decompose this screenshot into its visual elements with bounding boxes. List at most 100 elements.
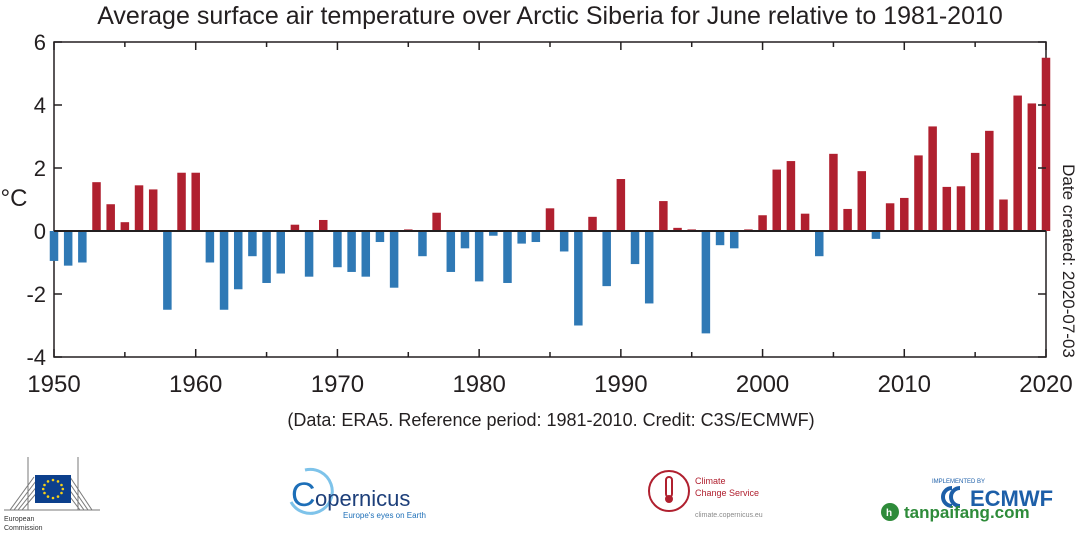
bar-2006 xyxy=(843,208,852,231)
bar-1978 xyxy=(446,231,456,272)
y-tick-label: 2 xyxy=(34,156,46,181)
bar-1974 xyxy=(389,231,399,288)
bar-2018 xyxy=(1013,95,1022,231)
c3s-circle-icon xyxy=(648,470,690,512)
bar-1990 xyxy=(616,179,626,231)
watermark-logo-icon xyxy=(881,503,899,521)
plot-area: -4 -2 0 2 4 6 1950 1960 1970 1980 1990 2000 2010 2020 xyxy=(26,30,1072,398)
x-tick-label: 1990 xyxy=(594,371,647,398)
x-tick-label: 2010 xyxy=(878,371,931,398)
bar-1972 xyxy=(361,231,371,277)
y-tick-label: -4 xyxy=(26,345,46,370)
bar-1952 xyxy=(78,231,87,263)
bar-1966 xyxy=(276,231,285,274)
bar-2000 xyxy=(758,215,767,231)
x-tick-label: 1980 xyxy=(452,371,505,398)
bar-1960 xyxy=(191,172,200,231)
bar-1953 xyxy=(92,182,101,231)
bar-2010 xyxy=(900,197,909,231)
copernicus-logo: C opernicus Europe's eyes on Earth xyxy=(285,462,435,522)
bar-2019 xyxy=(1027,103,1037,231)
ec-building-icon: European Commission xyxy=(4,457,100,532)
c3s-line-1: Climate xyxy=(695,476,726,486)
bar-1973 xyxy=(375,231,385,243)
watermark-text: tanpaifang.com xyxy=(904,503,1030,522)
y-tick-label: 0 xyxy=(34,219,46,244)
bar-1980 xyxy=(474,231,484,282)
bar-1983 xyxy=(517,231,526,244)
data-credit-caption: (Data: ERA5. Reference period: 1981-2010… xyxy=(287,410,814,430)
bar-1950 xyxy=(49,231,59,261)
date-created-note: Date created: 2020-07-03 xyxy=(1059,164,1078,358)
ec-label-line-2: Commission xyxy=(4,525,43,532)
bar-1997 xyxy=(715,231,725,246)
bar-2002 xyxy=(786,161,796,231)
bar-1994 xyxy=(673,227,682,231)
bar-1958 xyxy=(163,231,172,310)
bar-2012 xyxy=(928,126,937,231)
bar-1971 xyxy=(347,231,356,272)
bar-1981 xyxy=(489,231,498,236)
x-tick-label: 1970 xyxy=(311,371,364,398)
bar-1985 xyxy=(545,208,555,231)
bar-1989 xyxy=(602,231,611,287)
bar-2009 xyxy=(885,203,895,231)
bar-1992 xyxy=(644,231,654,304)
c3s-logo: Climate Change Service climate.copernicu… xyxy=(645,465,785,525)
ecmwf-emblem-icon xyxy=(941,486,961,508)
bar-1993 xyxy=(659,201,668,231)
y-tick-label: -2 xyxy=(26,282,46,307)
c3s-url: climate.copernicus.eu xyxy=(695,512,763,519)
y-tick-label: 4 xyxy=(34,93,46,118)
european-commission-logo: European Commission xyxy=(0,455,120,532)
bar-1976 xyxy=(418,231,427,257)
bar-1984 xyxy=(531,231,541,243)
bar-1977 xyxy=(432,212,441,231)
bar-2003 xyxy=(800,213,810,231)
x-tick-label: 2000 xyxy=(736,371,789,398)
bar-1979 xyxy=(460,231,470,249)
x-tick-label: 1950 xyxy=(27,371,80,398)
bar-1968 xyxy=(304,231,314,277)
ec-label-line-1: European xyxy=(4,516,34,523)
plot-frame xyxy=(53,41,1047,358)
bar-2007 xyxy=(857,171,867,231)
bar-1956 xyxy=(134,185,144,231)
bar-2017 xyxy=(999,199,1008,231)
ecmwf-logo: IMPLEMENTED BY ECMWF h tanpaifang.com xyxy=(880,474,1075,530)
bar-1965 xyxy=(262,231,271,283)
bar-2005 xyxy=(829,153,838,231)
bar-1959 xyxy=(177,172,186,231)
bar-1963 xyxy=(233,231,243,290)
copernicus-wordmark: opernicus xyxy=(315,486,410,511)
y-axis-label: °C xyxy=(1,185,28,212)
copernicus-swirl-icon xyxy=(289,467,334,515)
bar-2020 xyxy=(1041,57,1051,231)
bar-1957 xyxy=(148,189,158,231)
bar-2008 xyxy=(871,231,881,239)
thermometer-icon xyxy=(665,476,673,498)
x-tick-label: 2020 xyxy=(1019,371,1072,398)
bar-2015 xyxy=(970,152,980,231)
y-tick-label: 6 xyxy=(34,30,46,55)
copernicus-tagline: Europe's eyes on Earth xyxy=(343,511,426,520)
bar-1969 xyxy=(319,219,328,231)
bar-2014 xyxy=(956,186,966,231)
bar-1970 xyxy=(333,231,342,268)
bar-1962 xyxy=(219,231,229,310)
bar-1982 xyxy=(503,231,512,283)
bar-2016 xyxy=(985,130,994,231)
copernicus-c: C xyxy=(291,476,316,514)
ecmwf-wordmark: ECMWF xyxy=(970,486,1053,511)
x-tick-label: 1960 xyxy=(169,371,222,398)
svg-text:h: h xyxy=(886,508,892,519)
bar-2004 xyxy=(815,231,824,257)
bar-1967 xyxy=(290,224,300,231)
bar-1955 xyxy=(120,222,130,231)
bar-2013 xyxy=(942,186,952,231)
ecmwf-implemented-by: IMPLEMENTED BY xyxy=(932,479,985,485)
bar-2001 xyxy=(772,169,781,231)
bar-1951 xyxy=(63,231,73,266)
bar-1986 xyxy=(559,231,569,252)
